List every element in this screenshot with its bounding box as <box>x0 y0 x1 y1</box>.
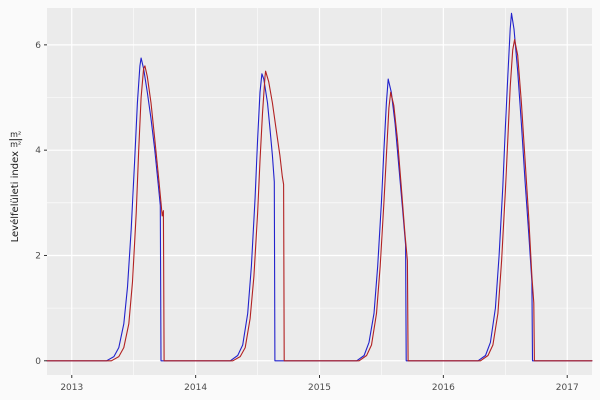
x-tick-label: 2017 <box>556 383 579 393</box>
y-tick-label: 6 <box>35 41 41 51</box>
y-tick-label: 0 <box>35 357 41 367</box>
x-tick-label: 2015 <box>308 383 331 393</box>
red-line-series <box>46 39 593 362</box>
y-tick-label: 4 <box>35 146 41 156</box>
x-tick-label: 2014 <box>184 383 207 393</box>
x-tick-label: 2013 <box>60 383 83 393</box>
y-tick-label: 2 <box>35 251 41 261</box>
x-tick-label: 2016 <box>432 383 455 393</box>
